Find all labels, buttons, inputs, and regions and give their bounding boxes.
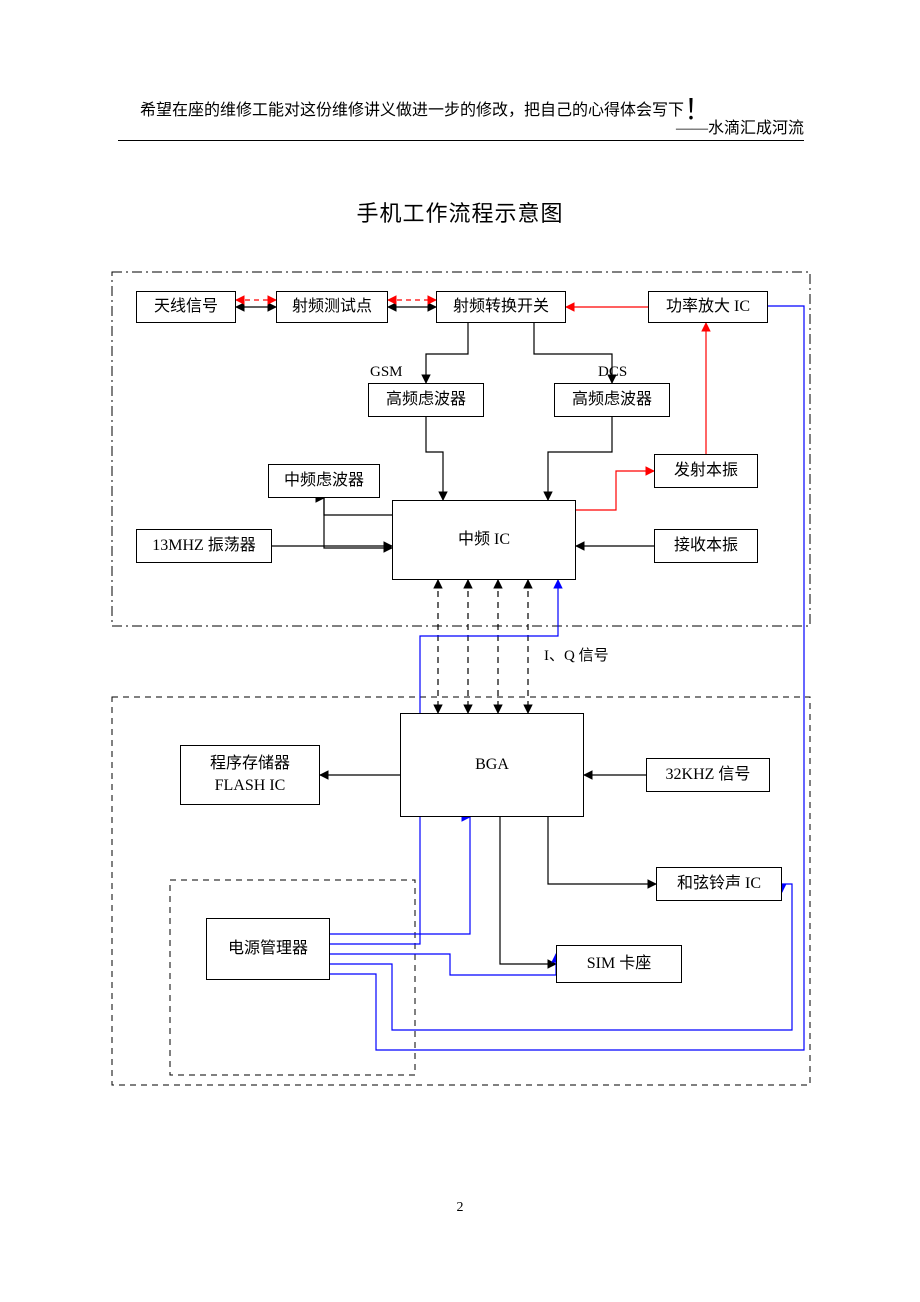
label-gsm: GSM (370, 364, 403, 381)
node-khz32: 32KHZ 信号 (646, 758, 770, 792)
node-dcsfilt: 高频虑波器 (554, 383, 670, 417)
header-rule (118, 140, 804, 141)
header-line-2: ——水滴汇成河流 (118, 114, 804, 138)
arrow-if-iffilt (324, 498, 392, 515)
arrow-iffilt-if2 (324, 498, 392, 548)
node-pmu: 电源管理器 (206, 918, 330, 980)
page-root: 希望在座的维修工能对这份维修讲义做进一步的修改，把自己的心得体会写下！ ——水滴… (0, 0, 920, 1302)
node-txvco: 发射本振 (654, 454, 758, 488)
node-flash: 程序存储器 FLASH IC (180, 745, 320, 805)
page-number: 2 (0, 1200, 920, 1216)
arrow-pmu-sim (330, 954, 556, 975)
arrow-bga-sim (500, 817, 556, 964)
node-rftest: 射频测试点 (276, 291, 388, 323)
node-rfswitch: 射频转换开关 (436, 291, 566, 323)
arrow-gsm-if (426, 417, 443, 500)
node-ific: 中频 IC (392, 500, 576, 580)
arrow-pmu-bga (330, 817, 470, 934)
node-gsmfilt: 高频虑波器 (368, 383, 484, 417)
node-bga: BGA (400, 713, 584, 817)
node-rxvco: 接收本振 (654, 529, 758, 563)
arrow-if-txvco (576, 471, 654, 510)
node-iffilt: 中频虑波器 (268, 464, 380, 498)
diagram-title: 手机工作流程示意图 (0, 196, 920, 228)
node-osc13: 13MHZ 振荡器 (136, 529, 272, 563)
arrow-sw-gsm (426, 323, 468, 383)
label-dcs: DCS (598, 364, 627, 381)
label-iq: I、Q 信号 (544, 644, 609, 665)
node-sim: SIM 卡座 (556, 945, 682, 983)
arrow-pmu-pa (330, 306, 804, 1050)
node-ring: 和弦铃声 IC (656, 867, 782, 901)
arrow-dcs-if (548, 417, 612, 500)
node-pa: 功率放大 IC (648, 291, 768, 323)
arrow-bga-ring (548, 817, 656, 884)
node-antenna: 天线信号 (136, 291, 236, 323)
